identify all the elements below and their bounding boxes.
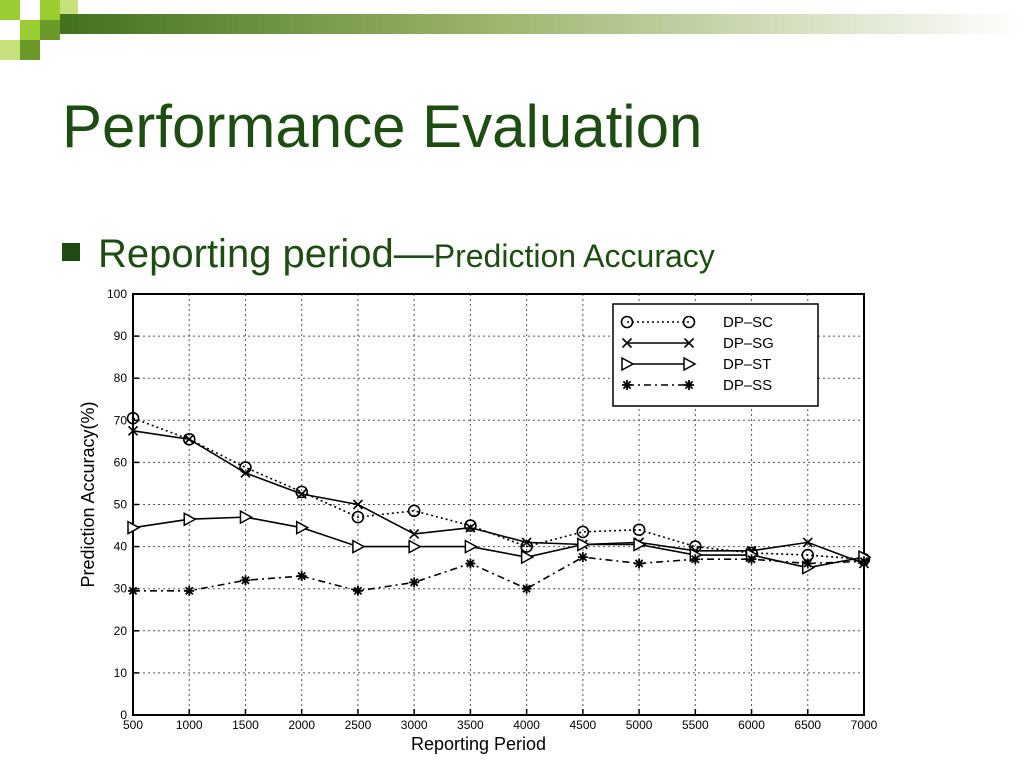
legend-marker-0	[620, 315, 634, 329]
data-point-3	[352, 585, 363, 596]
data-point-0	[351, 510, 365, 524]
data-point-1	[184, 434, 195, 445]
y-tick-label: 70	[114, 413, 128, 427]
data-point-3	[128, 585, 138, 596]
data-point-3	[690, 554, 701, 565]
data-point-1	[409, 528, 420, 540]
square-bullet-icon	[62, 243, 80, 261]
bullet-dash: —	[393, 232, 434, 276]
data-point-2	[577, 537, 591, 552]
legend-marker-2	[683, 356, 697, 372]
x-tick-label: 4000	[513, 718, 540, 732]
y-tick-label: 80	[114, 371, 128, 385]
x-tick-label: 1000	[176, 718, 203, 732]
data-point-2	[464, 539, 478, 554]
x-tick-label: 2000	[288, 718, 315, 732]
data-point-1	[296, 488, 307, 500]
legend-marker-1	[683, 337, 695, 349]
x-axis-label: Reporting Period	[411, 734, 546, 754]
legend-label-3: DP–SS	[723, 377, 772, 394]
y-tick-label: 100	[107, 287, 127, 301]
data-point-1	[465, 522, 476, 533]
data-point-2	[239, 509, 254, 525]
data-point-0	[632, 523, 646, 537]
bullet-main-text: Reporting period	[98, 232, 394, 276]
data-point-2	[408, 539, 422, 554]
series-line-0	[132, 417, 865, 561]
data-point-0	[126, 411, 140, 425]
data-point-1	[240, 467, 251, 478]
y-tick-label: 90	[114, 329, 128, 343]
x-tick-label: 5000	[626, 718, 653, 732]
y-tick-label: 40	[114, 540, 128, 554]
data-point-0	[464, 519, 477, 532]
legend-marker-3	[684, 380, 694, 390]
legend-marker-0	[682, 315, 696, 329]
data-point-3	[465, 558, 476, 569]
data-point-3	[184, 585, 195, 596]
data-point-3	[859, 556, 869, 567]
legend-marker-3	[622, 380, 632, 390]
x-tick-label: 3000	[401, 718, 428, 732]
data-point-0	[576, 525, 590, 539]
y-tick-label: 0	[120, 708, 127, 722]
prediction-accuracy-chart: 500 1000 1500 2000 2500 3000 3500 4000 4500 5000 5…	[78, 287, 878, 754]
y-axis-label: Prediction Accuracy(%)	[78, 401, 98, 587]
data-point-3	[634, 558, 645, 569]
x-tick-label: 2500	[345, 718, 372, 732]
x-tick-label: 3500	[457, 718, 484, 732]
data-point-1	[521, 537, 532, 548]
x-tick-label: 7000	[851, 718, 878, 732]
y-tick-label: 10	[114, 666, 128, 680]
legend-box	[612, 303, 819, 407]
series-line-3	[133, 556, 865, 592]
data-point-0	[520, 540, 533, 553]
data-point-1	[127, 425, 139, 436]
legend-marker-1	[621, 337, 633, 349]
y-tick-label: 50	[114, 498, 128, 512]
x-tick-label: 6500	[794, 718, 821, 732]
data-point-2	[183, 511, 197, 527]
data-point-2	[520, 549, 535, 565]
data-point-3	[577, 552, 588, 563]
data-point-2	[352, 539, 366, 554]
series-line-2	[132, 516, 865, 569]
data-point-3	[521, 583, 532, 594]
x-tick-label: 1500	[232, 718, 259, 732]
legend-label-0: DP–SC	[723, 314, 773, 331]
data-point-0	[182, 432, 196, 446]
data-point-3	[409, 577, 420, 588]
x-tick-label: 6000	[738, 718, 765, 732]
data-point-2	[295, 520, 310, 535]
y-tick-label: 60	[114, 455, 128, 469]
x-tick-label: 500	[123, 718, 143, 732]
legend-label-1: DP–SG	[723, 335, 774, 352]
header-decoration-band	[0, 0, 1024, 60]
data-point-3	[240, 575, 251, 586]
data-point-3	[296, 571, 307, 582]
y-tick-label: 20	[114, 624, 128, 638]
legend-label-2: DP–ST	[723, 356, 771, 373]
data-point-3	[746, 554, 757, 565]
bullet-sub-text: Prediction Accuracy	[433, 238, 715, 274]
data-point-2	[633, 537, 647, 552]
data-point-0	[407, 504, 421, 518]
y-tick-label: 30	[114, 582, 128, 596]
legend-marker-2	[621, 356, 635, 372]
x-tick-label: 5500	[682, 718, 709, 732]
x-tick-label: 4500	[569, 718, 596, 732]
bullet-item: Reporting period—Prediction Accuracy	[62, 232, 715, 277]
data-point-3	[802, 558, 813, 569]
data-point-1	[352, 499, 363, 510]
data-point-2	[127, 520, 141, 535]
slide-title: Performance Evaluation	[62, 93, 703, 160]
data-point-1	[802, 537, 813, 548]
series-line-1	[132, 430, 865, 565]
